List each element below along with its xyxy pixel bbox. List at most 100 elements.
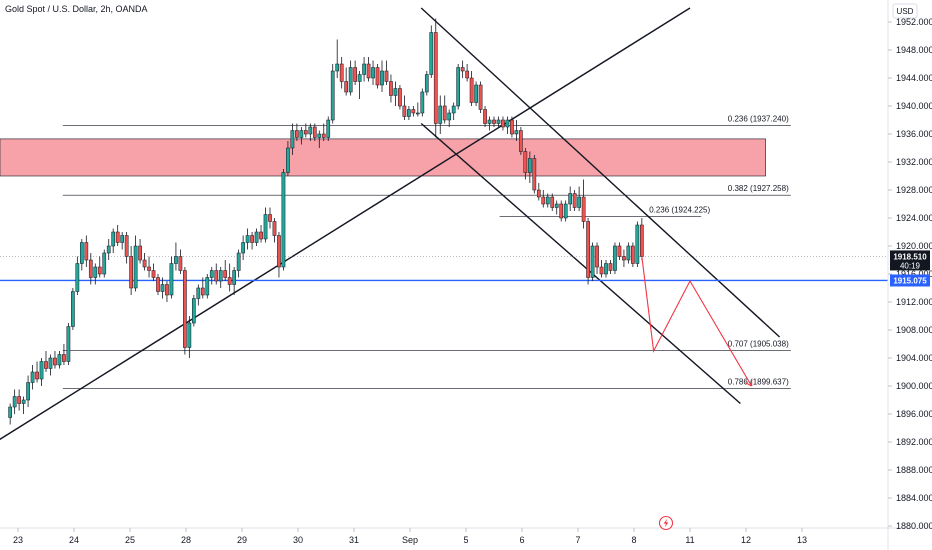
candle-body	[366, 63, 371, 79]
candle-body	[362, 63, 366, 75]
candle-body	[519, 130, 523, 152]
candle-body	[532, 158, 537, 191]
price-tick-label: 1884.000	[896, 493, 932, 503]
price-tick-label: 1896.000	[896, 409, 932, 419]
candle-body	[456, 67, 461, 107]
price-tick-label: 1948.000	[896, 45, 932, 55]
candle-body	[138, 245, 142, 261]
price-tick-label: 1912.000	[896, 297, 932, 307]
candle-body	[411, 109, 416, 114]
price-tick-label: 1940.000	[896, 101, 932, 111]
candle-body	[357, 74, 362, 82]
candle-body	[169, 263, 174, 296]
candle-body	[250, 235, 254, 243]
currency-button[interactable]	[892, 3, 918, 19]
candle-body	[44, 361, 48, 369]
candle-body	[295, 130, 299, 138]
candle-body	[501, 119, 505, 128]
trend-line	[420, 7, 781, 338]
candle-body	[469, 77, 474, 103]
candle-body	[66, 326, 71, 362]
candle-body	[335, 63, 340, 72]
candle-body	[8, 406, 13, 418]
candle-body	[183, 270, 187, 348]
trend-lines	[0, 7, 781, 441]
candle-body	[156, 277, 160, 292]
candle-body	[321, 133, 326, 138]
candle-body	[268, 214, 272, 222]
candle-body	[35, 371, 39, 380]
time-tick-label: 5	[463, 535, 468, 545]
resistance-zone	[0, 138, 766, 177]
candle-body	[39, 361, 44, 380]
candle-body	[635, 224, 640, 264]
candle-body	[568, 193, 573, 205]
candle-body	[142, 259, 147, 268]
candle-body	[474, 84, 478, 103]
candle-body	[639, 224, 644, 257]
candle-body	[384, 70, 389, 82]
candle-body	[595, 245, 599, 268]
time-tick-label: 28	[181, 535, 191, 545]
candle-body	[75, 263, 80, 292]
time-axis[interactable]: 23 24 25 28 29 30 31 Sep 5 6 7 8 11 12 13	[13, 528, 807, 545]
candle-body	[559, 203, 564, 219]
candle-body	[151, 270, 156, 278]
candle-body	[124, 235, 129, 257]
candle-body	[245, 235, 250, 243]
candle-body	[622, 256, 626, 261]
candle-body	[478, 84, 483, 110]
candle-body	[442, 105, 447, 121]
candle-body	[550, 196, 555, 208]
candle-body	[48, 357, 53, 369]
candle-body	[196, 287, 201, 299]
candle-body	[465, 70, 469, 79]
candle-body	[554, 203, 559, 208]
candle-body	[514, 130, 519, 135]
price-tick-label: 1880.000	[896, 521, 932, 531]
fib-label: 0.236 (1924.225)	[649, 205, 710, 214]
time-tick-label: 24	[69, 535, 79, 545]
candle-body	[563, 203, 568, 219]
candle-body	[496, 119, 501, 124]
candle-body	[209, 270, 214, 278]
tradingview-logo-icon[interactable]	[658, 515, 674, 531]
candle-body	[133, 245, 138, 289]
candle-body	[106, 245, 111, 254]
price-tick-label: 1908.000	[896, 325, 932, 335]
candle-body	[160, 284, 165, 292]
time-tick-label: 6	[519, 535, 524, 545]
candle-body	[71, 291, 75, 327]
candle-body	[205, 277, 210, 296]
candle-body	[21, 399, 26, 404]
time-tick-label: 31	[349, 535, 359, 545]
candle-body	[604, 263, 608, 275]
candle-body	[389, 81, 393, 96]
candle-body	[115, 231, 120, 243]
candle-body	[631, 245, 635, 264]
price-tag-box	[890, 250, 930, 271]
candle-body	[536, 189, 541, 198]
candle-body	[438, 105, 443, 124]
candle-body	[191, 298, 196, 324]
candle-body	[375, 67, 380, 86]
candle-body	[330, 70, 335, 121]
candle-body	[577, 196, 581, 208]
price-tag-box	[890, 274, 930, 287]
time-tick-label: 29	[237, 535, 247, 545]
arrow-stroke	[745, 382, 752, 387]
price-axis[interactable]: 1952.000 1948.000 1944.000 1940.000 1936.000…	[888, 17, 932, 531]
candle-body	[223, 270, 228, 278]
price-tick-label: 1904.000	[896, 353, 932, 363]
candle-body	[447, 112, 452, 121]
candle-body	[407, 109, 411, 117]
candle-body	[93, 266, 98, 278]
candle-body	[487, 119, 492, 124]
candles	[8, 18, 644, 425]
price-tag-value: 1915.075	[893, 276, 927, 285]
price-tick-label: 1920.000	[896, 241, 932, 251]
candle-body	[353, 67, 357, 82]
